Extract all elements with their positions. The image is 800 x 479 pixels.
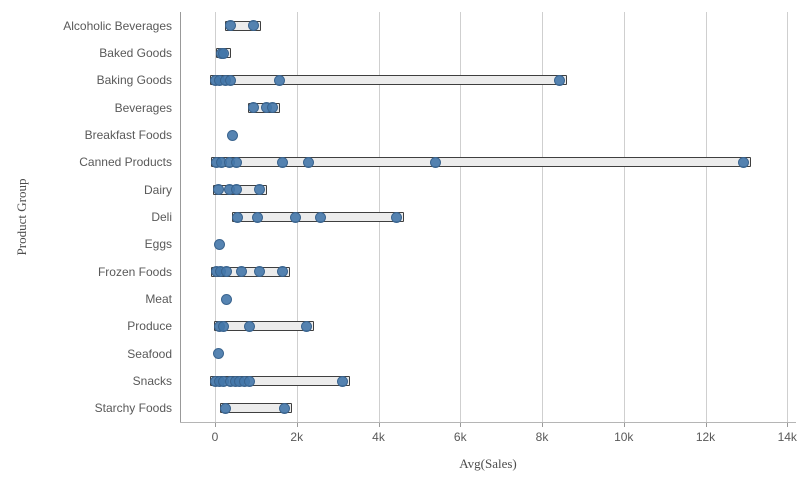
tick-label-0: 0 — [211, 430, 219, 444]
data-point[interactable] — [300, 320, 312, 332]
data-point[interactable] — [274, 74, 286, 86]
category-label-meat[interactable]: Meat — [145, 292, 172, 306]
gridline-14k — [787, 12, 789, 422]
tick-label-12k: 12k — [695, 430, 716, 444]
data-point[interactable] — [231, 156, 243, 168]
tick-12k — [705, 422, 707, 427]
data-point[interactable] — [236, 266, 248, 278]
data-point[interactable] — [218, 47, 230, 59]
range-bar[interactable] — [209, 75, 568, 86]
data-point[interactable] — [278, 402, 290, 414]
tick-8k — [542, 422, 543, 427]
category-label-alcoholic-beverages[interactable]: Alcoholic Beverages — [63, 18, 172, 33]
data-point[interactable] — [276, 156, 288, 168]
tick-6k — [460, 422, 462, 427]
data-point[interactable] — [218, 320, 230, 332]
category-label-baked-goods[interactable]: Baked Goods — [99, 46, 172, 60]
data-point[interactable] — [302, 156, 314, 168]
data-point[interactable] — [251, 211, 263, 223]
tick-10k — [623, 422, 625, 427]
data-point[interactable] — [243, 375, 255, 387]
data-point[interactable] — [276, 266, 288, 278]
tick-label-10k: 10k — [614, 430, 634, 444]
tick-14k — [787, 422, 789, 427]
data-point[interactable] — [231, 211, 243, 223]
data-point[interactable] — [243, 320, 255, 332]
data-point[interactable] — [225, 20, 237, 32]
tick-0 — [215, 422, 216, 427]
category-label-beverages[interactable]: Beverages — [114, 100, 172, 115]
data-point[interactable] — [554, 74, 566, 86]
tick-label-4k: 4k — [372, 430, 385, 444]
tick-2k — [296, 422, 298, 427]
gridline-6k — [460, 12, 462, 422]
data-point[interactable] — [266, 102, 278, 114]
data-point[interactable] — [227, 129, 239, 141]
data-point[interactable] — [738, 156, 749, 168]
category-label-snacks[interactable]: Snacks — [132, 374, 172, 388]
x-axis-line — [180, 422, 796, 423]
data-point[interactable] — [219, 402, 231, 414]
gridline-10k — [623, 12, 625, 422]
category-label-deli[interactable]: Deli — [151, 210, 172, 224]
data-point[interactable] — [221, 293, 233, 305]
tick-label-8k: 8k — [535, 430, 549, 444]
category-label-eggs[interactable]: Eggs — [144, 237, 172, 252]
category-label-baking-goods[interactable]: Baking Goods — [96, 73, 172, 88]
category-label-frozen-foods[interactable]: Frozen Foods — [97, 264, 172, 279]
data-point[interactable] — [289, 211, 301, 223]
data-point[interactable] — [224, 74, 236, 86]
data-point[interactable] — [220, 266, 232, 278]
y-axis-line — [180, 12, 181, 422]
range-bar[interactable] — [214, 321, 314, 332]
data-point[interactable] — [212, 184, 224, 196]
category-label-breakfast-foods[interactable]: Breakfast Foods — [84, 128, 172, 142]
data-point[interactable] — [314, 211, 326, 223]
tick-4k — [378, 422, 380, 427]
data-point[interactable] — [390, 211, 402, 223]
data-point[interactable] — [214, 238, 226, 250]
data-point[interactable] — [247, 20, 259, 32]
gridline-8k — [542, 12, 543, 422]
tick-label-6k: 6k — [453, 430, 467, 444]
data-point[interactable] — [230, 184, 242, 196]
data-point[interactable] — [254, 266, 266, 278]
range-bar[interactable] — [210, 157, 751, 168]
x-axis-title: Avg(Sales) — [459, 456, 517, 471]
data-point[interactable] — [247, 102, 259, 114]
tick-label-14k: 14k — [777, 430, 797, 444]
data-point[interactable] — [253, 184, 265, 196]
data-point[interactable] — [429, 156, 441, 168]
category-label-seafood[interactable]: Seafood — [127, 346, 172, 361]
data-point[interactable] — [213, 348, 225, 360]
tick-label-2k: 2k — [290, 430, 304, 444]
data-point[interactable] — [336, 375, 348, 387]
category-label-produce[interactable]: Produce — [127, 319, 172, 334]
category-label-starchy-foods[interactable]: Starchy Foods — [94, 401, 172, 416]
gridline-12k — [705, 12, 707, 422]
category-label-dairy[interactable]: Dairy — [143, 182, 172, 197]
category-label-canned-products[interactable]: Canned Products — [79, 155, 172, 170]
gridline-0 — [215, 12, 216, 422]
